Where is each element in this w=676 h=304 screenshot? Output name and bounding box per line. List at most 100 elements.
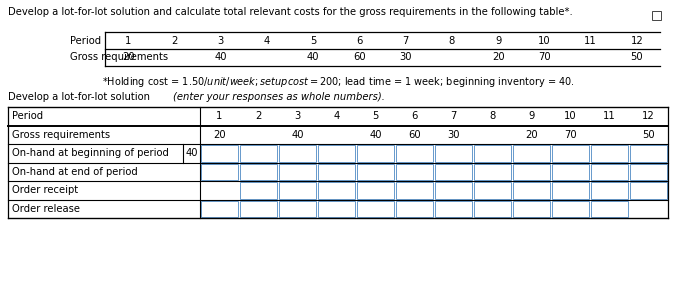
Bar: [201, 164, 238, 180]
Text: 70: 70: [538, 53, 551, 63]
Text: 20: 20: [492, 53, 504, 63]
Text: 40: 40: [214, 53, 227, 63]
Text: 10: 10: [564, 111, 577, 121]
Text: 2: 2: [171, 36, 178, 46]
Text: Period: Period: [70, 36, 101, 46]
Bar: [240, 164, 277, 180]
Text: 60: 60: [408, 130, 421, 140]
Text: 40: 40: [307, 53, 319, 63]
Bar: [552, 145, 589, 161]
Bar: [474, 182, 511, 199]
Bar: [513, 201, 550, 217]
Text: 9: 9: [495, 36, 502, 46]
Text: 20: 20: [213, 130, 226, 140]
Text: 70: 70: [564, 130, 577, 140]
Bar: [552, 201, 589, 217]
Text: 6: 6: [356, 36, 362, 46]
Bar: [552, 164, 589, 180]
Bar: [396, 145, 433, 161]
Bar: [318, 201, 355, 217]
Text: 30: 30: [448, 130, 460, 140]
Text: 3: 3: [218, 36, 224, 46]
Text: 1: 1: [216, 111, 222, 121]
Text: 40: 40: [185, 148, 198, 158]
Bar: [474, 201, 511, 217]
Bar: [591, 201, 628, 217]
Bar: [318, 182, 355, 199]
Text: 3: 3: [294, 111, 301, 121]
Bar: [396, 182, 433, 199]
Bar: [513, 182, 550, 199]
Bar: [279, 145, 316, 161]
Bar: [513, 145, 550, 161]
Bar: [357, 182, 394, 199]
Text: On-hand at beginning of period: On-hand at beginning of period: [12, 148, 169, 158]
Text: Order release: Order release: [12, 204, 80, 214]
Bar: [279, 182, 316, 199]
Text: 30: 30: [400, 53, 412, 63]
Text: Period: Period: [12, 111, 43, 121]
Bar: [279, 201, 316, 217]
Bar: [513, 164, 550, 180]
Bar: [240, 145, 277, 161]
Bar: [240, 201, 277, 217]
Text: 50: 50: [642, 130, 655, 140]
Text: (enter your responses as whole numbers).: (enter your responses as whole numbers).: [173, 92, 385, 102]
Text: 4: 4: [333, 111, 339, 121]
Text: 20: 20: [122, 53, 135, 63]
Bar: [279, 164, 316, 180]
Text: 5: 5: [310, 36, 316, 46]
Bar: [630, 164, 667, 180]
Text: 11: 11: [603, 111, 616, 121]
Text: 8: 8: [449, 36, 455, 46]
Text: Develop a lot-for-lot solution and calculate total relevant costs for the gross : Develop a lot-for-lot solution and calcu…: [8, 7, 573, 17]
Bar: [591, 164, 628, 180]
Bar: [240, 182, 277, 199]
Text: 5: 5: [372, 111, 379, 121]
Bar: [201, 145, 238, 161]
Text: 8: 8: [489, 111, 496, 121]
Bar: [201, 201, 238, 217]
Text: 12: 12: [642, 111, 655, 121]
Bar: [435, 182, 472, 199]
Text: Develop a lot-for-lot solution: Develop a lot-for-lot solution: [8, 92, 153, 102]
Text: 20: 20: [525, 130, 538, 140]
Bar: [630, 145, 667, 161]
Bar: [630, 182, 667, 199]
Text: 6: 6: [411, 111, 418, 121]
Text: 4: 4: [264, 36, 270, 46]
Bar: [435, 164, 472, 180]
Text: 7: 7: [402, 36, 409, 46]
Bar: [552, 182, 589, 199]
Bar: [435, 201, 472, 217]
Text: 7: 7: [450, 111, 457, 121]
Text: On-hand at end of period: On-hand at end of period: [12, 167, 138, 177]
Bar: [474, 145, 511, 161]
Bar: [318, 145, 355, 161]
Bar: [357, 164, 394, 180]
Text: 40: 40: [291, 130, 304, 140]
Text: 11: 11: [584, 36, 597, 46]
Text: Gross requirements: Gross requirements: [70, 53, 168, 63]
Bar: [318, 164, 355, 180]
Bar: [591, 182, 628, 199]
Text: 12: 12: [631, 36, 644, 46]
Text: 9: 9: [529, 111, 535, 121]
Bar: [357, 145, 394, 161]
Text: 60: 60: [353, 53, 366, 63]
Bar: [396, 201, 433, 217]
Bar: [396, 164, 433, 180]
Text: 40: 40: [369, 130, 382, 140]
Text: Order receipt: Order receipt: [12, 185, 78, 195]
Bar: [474, 164, 511, 180]
Text: 2: 2: [256, 111, 262, 121]
Bar: [435, 145, 472, 161]
Text: 1: 1: [125, 36, 131, 46]
Bar: [591, 145, 628, 161]
Text: Gross requirements: Gross requirements: [12, 130, 110, 140]
Bar: [652, 11, 661, 20]
Bar: [357, 201, 394, 217]
Text: 10: 10: [538, 36, 551, 46]
Text: 50: 50: [631, 53, 643, 63]
Text: *Holding cost = $1.50/unit/week; setup cost = $200; lead time = 1 week; beginnin: *Holding cost = $1.50/unit/week; setup c…: [101, 75, 575, 89]
